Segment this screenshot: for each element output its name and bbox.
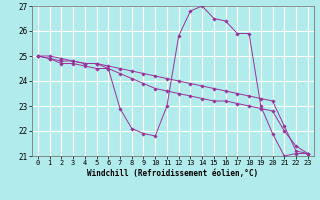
X-axis label: Windchill (Refroidissement éolien,°C): Windchill (Refroidissement éolien,°C) <box>87 169 258 178</box>
